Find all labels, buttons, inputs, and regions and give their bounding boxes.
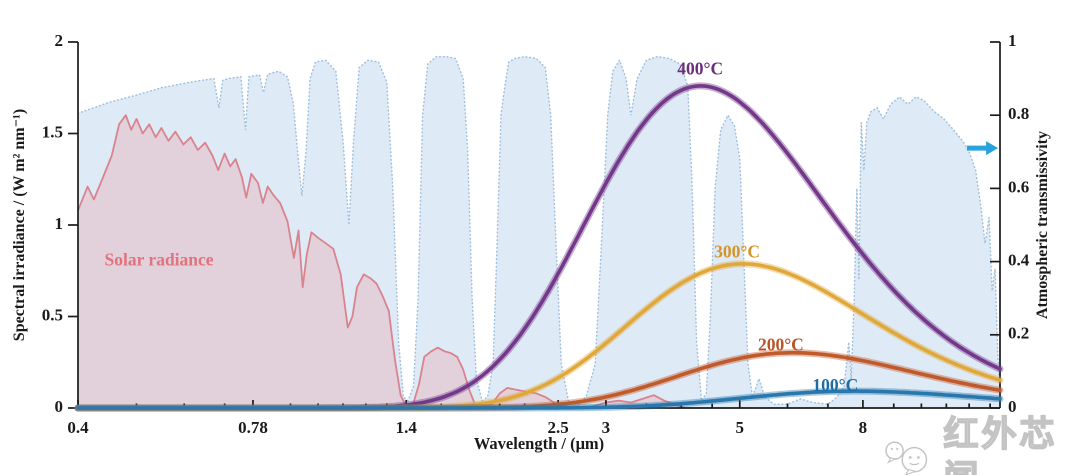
y-right-tick-label: 0.4 <box>1008 251 1030 270</box>
x-tick-label: 2.5 <box>548 418 569 437</box>
blackbody-400c-label: 400°C <box>677 58 723 78</box>
x-axis-title: Wavelength / (μm) <box>474 434 604 453</box>
y-left-axis-title: Spectral irradiance / (W m² nm⁻¹) <box>11 109 28 341</box>
solar-radiance-area <box>78 115 685 408</box>
y-right-tick-label: 0.6 <box>1008 177 1029 196</box>
blackbody-200c-label: 200°C <box>758 335 804 355</box>
blackbody-300c-label: 300°C <box>714 241 760 261</box>
y-right-axis-title: Atmospheric transmissivity <box>1034 131 1051 319</box>
x-tick-label: 3 <box>602 418 611 437</box>
blackbody-100c-curve <box>76 389 1002 410</box>
y-left-tick-label: 0.5 <box>42 305 63 324</box>
y-right-tick-label: 1 <box>1008 31 1017 50</box>
transmissivity-curve <box>77 55 1001 406</box>
solar-radiance-label: Solar radiance <box>105 250 214 270</box>
y-left-tick-label: 0 <box>55 397 64 416</box>
x-tick-label: 0.4 <box>67 418 89 437</box>
y-left-tick-label: 2 <box>55 31 64 50</box>
x-tick-label: 0.78 <box>238 418 268 437</box>
y-right-tick-label: 0.2 <box>1008 324 1029 343</box>
x-tick-label: 1.4 <box>396 418 418 437</box>
y-left-tick-label: 1.5 <box>42 122 63 141</box>
y-left-tick-label: 1 <box>55 214 64 233</box>
transmissivity-arrow-head <box>986 141 999 156</box>
y-right-tick-label: 0.8 <box>1008 104 1029 123</box>
x-tick-label: 8 <box>859 418 868 437</box>
x-tick-label: 5 <box>736 418 745 437</box>
blackbody-100c-label: 100°C <box>812 375 858 395</box>
y-right-tick-label: 0 <box>1008 397 1017 416</box>
